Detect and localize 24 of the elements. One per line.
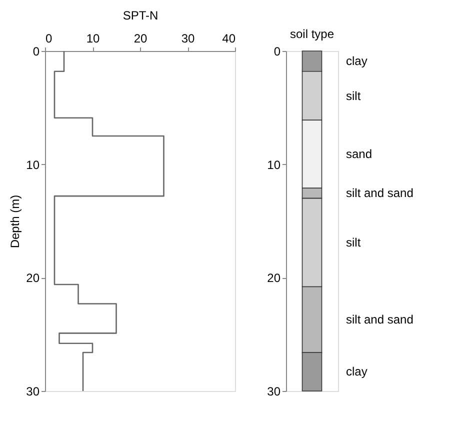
y-tick-label: 20 [26, 271, 40, 286]
y-axis-title: Depth (m) [8, 194, 22, 248]
text: silt [346, 236, 362, 250]
x-tick-label: 40 [222, 32, 236, 46]
line-series [54, 50, 164, 392]
text: silt and sand [346, 186, 414, 200]
x-tick-label: 0 [46, 32, 52, 46]
y-tick-label: 30 [267, 384, 281, 398]
text: clay [346, 54, 368, 68]
y-tick-label: 10 [267, 158, 281, 172]
y-tick-label: 0 [32, 44, 40, 58]
text: silt and sand [346, 312, 414, 327]
y-tick-label: 30 [26, 384, 40, 398]
x-tick-label: 30 [181, 32, 195, 46]
x-tick-label: 20 [134, 32, 148, 46]
text: silt [346, 88, 362, 103]
x-axis-title: SPT-N [122, 8, 158, 22]
text: sand [346, 147, 372, 162]
chart-title: soil type [290, 27, 334, 41]
text: clay [346, 364, 368, 379]
y-tick-label: 20 [267, 271, 281, 286]
y-tick-label: 10 [26, 158, 40, 172]
x-tick-label: 10 [86, 32, 100, 46]
y-tick-label: 0 [274, 44, 281, 58]
